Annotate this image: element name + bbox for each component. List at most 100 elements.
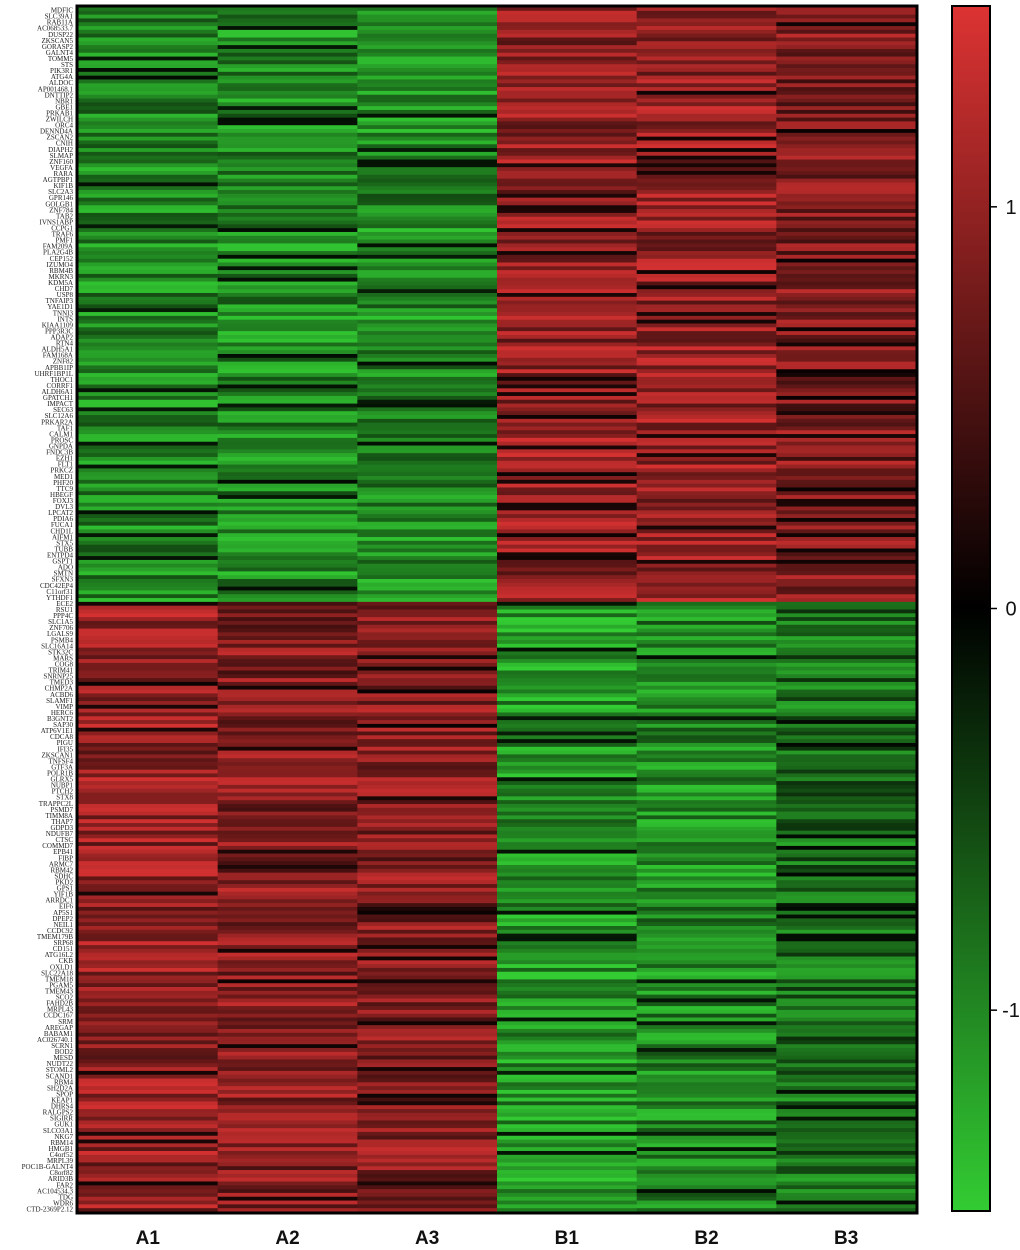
heatmap-cell xyxy=(217,228,358,233)
heatmap-cell xyxy=(636,289,777,294)
heatmap-cell xyxy=(78,853,219,858)
heatmap-cell xyxy=(78,1120,219,1125)
heatmap-cell xyxy=(776,293,917,298)
heatmap-cell xyxy=(78,578,219,584)
heatmap-cell xyxy=(776,903,917,908)
heatmap-cell xyxy=(78,731,219,736)
heatmap-cell xyxy=(636,464,777,469)
heatmap-cell xyxy=(497,186,638,191)
heatmap-cell xyxy=(217,327,358,332)
heatmap-cell xyxy=(217,464,358,469)
heatmap-cell xyxy=(357,415,498,420)
heatmap-cell xyxy=(357,552,498,557)
heatmap-cell xyxy=(497,434,638,439)
heatmap-cell xyxy=(636,228,777,233)
heatmap-cell xyxy=(497,792,638,797)
heatmap-cell xyxy=(776,723,917,729)
heatmap-cell xyxy=(217,823,358,828)
heatmap-cell xyxy=(497,1025,638,1030)
heatmap-cell xyxy=(497,418,638,424)
heatmap-cell xyxy=(357,926,498,931)
heatmap-cell xyxy=(497,1166,638,1171)
heatmap-cell xyxy=(636,506,777,511)
heatmap-cell xyxy=(776,891,917,896)
heatmap-cell xyxy=(78,220,219,225)
heatmap-cell xyxy=(636,308,777,313)
heatmap-cell xyxy=(497,689,638,694)
heatmap-cell xyxy=(217,407,358,412)
heatmap-cell xyxy=(357,922,498,927)
heatmap-cell xyxy=(497,681,638,687)
heatmap-cell xyxy=(776,403,917,408)
heatmap-cell xyxy=(357,727,498,732)
heatmap-cell xyxy=(357,716,498,721)
heatmap-cell xyxy=(78,697,219,702)
heatmap-cell xyxy=(776,701,917,706)
heatmap-cell xyxy=(78,628,219,633)
heatmap-cell xyxy=(217,544,358,549)
heatmap-cell xyxy=(78,323,219,328)
heatmap-cell xyxy=(357,1116,498,1121)
heatmap-cell xyxy=(636,708,777,713)
heatmap-cell xyxy=(217,174,358,179)
heatmap-cell xyxy=(636,598,777,603)
heatmap-cell xyxy=(78,552,219,557)
row-label: C4orf52 xyxy=(50,1151,74,1159)
row-label: AIFM1 xyxy=(52,533,74,541)
heatmap-cell xyxy=(78,1044,219,1049)
heatmap-cell xyxy=(636,190,777,195)
heatmap-cell xyxy=(357,636,498,641)
heatmap-cell xyxy=(78,769,219,774)
heatmap-cell xyxy=(357,674,498,679)
heatmap-cell xyxy=(776,899,917,904)
row-label: CD151 xyxy=(53,945,74,953)
heatmap-cell xyxy=(636,273,777,279)
heatmap-cell xyxy=(357,476,498,481)
heatmap-cell xyxy=(217,323,358,328)
heatmap-cell xyxy=(497,1055,638,1060)
heatmap-cell xyxy=(217,739,358,744)
row-label: POC1B-GALNT4 xyxy=(22,1163,74,1171)
heatmap-cell xyxy=(217,26,358,31)
heatmap-cell xyxy=(357,296,498,302)
heatmap-cell xyxy=(497,1089,638,1095)
heatmap-cell xyxy=(636,777,777,782)
heatmap-cell xyxy=(78,155,219,160)
heatmap-cell xyxy=(636,354,777,359)
row-label: SCAND1 xyxy=(46,1072,74,1080)
heatmap-cell xyxy=(217,1181,358,1186)
heatmap-cell xyxy=(497,628,638,633)
heatmap-cell xyxy=(776,617,917,622)
row-label: SH2D2A xyxy=(47,1084,73,1092)
heatmap-cell xyxy=(497,1078,638,1083)
heatmap-cell xyxy=(217,773,358,778)
heatmap-cell xyxy=(776,109,917,115)
heatmap-cell xyxy=(357,1093,498,1098)
heatmap-cell xyxy=(497,506,638,511)
heatmap-cell xyxy=(497,94,638,99)
heatmap-cell xyxy=(636,170,777,176)
heatmap-cell xyxy=(636,113,777,118)
heatmap-cell xyxy=(776,773,917,778)
heatmap-cell xyxy=(217,60,358,65)
heatmap-cell xyxy=(776,201,917,206)
heatmap-cell xyxy=(636,716,777,721)
heatmap-cell xyxy=(776,346,917,351)
heatmap-cell xyxy=(357,605,498,610)
heatmap-cell xyxy=(776,720,917,725)
heatmap-cell xyxy=(776,1009,917,1015)
heatmap-cell xyxy=(357,945,498,950)
heatmap-cell xyxy=(497,632,638,637)
heatmap-cell xyxy=(78,312,219,317)
heatmap-cell xyxy=(776,704,917,710)
heatmap-cell xyxy=(497,117,638,122)
heatmap-cell xyxy=(497,975,638,980)
heatmap-cell xyxy=(78,422,219,427)
heatmap-cell xyxy=(357,167,498,172)
row-label: ALDH5A1 xyxy=(42,346,74,354)
heatmap-cell xyxy=(776,125,917,130)
heatmap-cell xyxy=(357,1070,498,1076)
heatmap-cell xyxy=(636,689,777,694)
heatmap-cell xyxy=(78,556,219,561)
heatmap-cell xyxy=(217,590,358,595)
